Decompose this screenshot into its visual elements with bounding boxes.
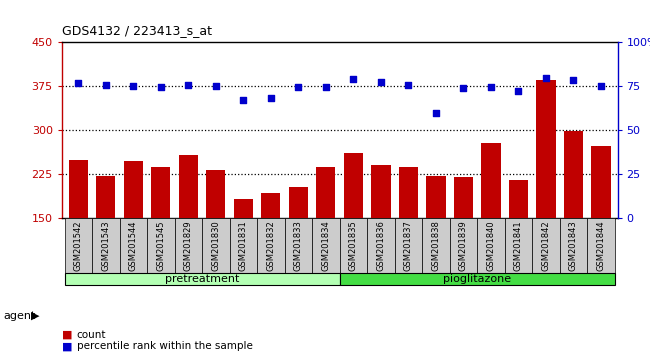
Text: GSM201543: GSM201543: [101, 220, 111, 271]
Point: [596, 83, 606, 88]
Point: [320, 84, 331, 90]
Bar: [399, 167, 418, 305]
Point: [568, 78, 578, 83]
Text: ■: ■: [62, 341, 72, 351]
Bar: [151, 167, 170, 305]
Text: GSM201843: GSM201843: [569, 220, 578, 271]
Point: [376, 79, 386, 85]
Bar: [96, 176, 116, 305]
FancyBboxPatch shape: [532, 218, 560, 273]
Bar: [481, 143, 500, 305]
FancyBboxPatch shape: [504, 218, 532, 273]
Point: [486, 84, 496, 90]
Bar: [206, 170, 226, 305]
Text: GSM201830: GSM201830: [211, 220, 220, 271]
Point: [403, 82, 413, 87]
Text: GSM201545: GSM201545: [156, 220, 165, 271]
FancyBboxPatch shape: [395, 218, 422, 273]
Bar: [261, 193, 280, 305]
Bar: [454, 177, 473, 305]
FancyBboxPatch shape: [312, 218, 339, 273]
Text: GSM201841: GSM201841: [514, 220, 523, 271]
FancyBboxPatch shape: [120, 218, 147, 273]
Bar: [69, 160, 88, 305]
Bar: [344, 154, 363, 305]
FancyBboxPatch shape: [257, 218, 285, 273]
Text: GSM201833: GSM201833: [294, 220, 303, 271]
Bar: [317, 167, 335, 305]
Bar: [426, 176, 445, 305]
Point: [238, 97, 248, 103]
FancyBboxPatch shape: [175, 218, 202, 273]
FancyBboxPatch shape: [339, 273, 615, 285]
Point: [183, 82, 194, 87]
Point: [514, 88, 524, 94]
Point: [211, 83, 221, 88]
Text: GSM201834: GSM201834: [321, 220, 330, 271]
FancyBboxPatch shape: [285, 218, 312, 273]
FancyBboxPatch shape: [64, 273, 339, 285]
Bar: [564, 131, 583, 305]
FancyBboxPatch shape: [202, 218, 229, 273]
Text: GSM201836: GSM201836: [376, 220, 385, 271]
Text: agent: agent: [3, 311, 36, 321]
Point: [73, 81, 83, 86]
Point: [431, 110, 441, 115]
Text: count: count: [77, 330, 106, 339]
FancyBboxPatch shape: [560, 218, 587, 273]
Bar: [592, 147, 610, 305]
Point: [155, 84, 166, 90]
FancyBboxPatch shape: [339, 218, 367, 273]
Point: [541, 75, 551, 80]
Text: pioglitazone: pioglitazone: [443, 274, 512, 284]
Text: GSM201831: GSM201831: [239, 220, 248, 271]
Text: GSM201844: GSM201844: [597, 220, 606, 271]
Point: [101, 82, 111, 87]
Bar: [124, 161, 143, 305]
Text: ■: ■: [62, 330, 72, 339]
FancyBboxPatch shape: [422, 218, 450, 273]
Bar: [509, 180, 528, 305]
Text: pretreatment: pretreatment: [165, 274, 239, 284]
Bar: [179, 155, 198, 305]
Bar: [536, 80, 556, 305]
Point: [266, 95, 276, 101]
FancyBboxPatch shape: [450, 218, 477, 273]
Point: [458, 85, 469, 91]
Text: GSM201837: GSM201837: [404, 220, 413, 271]
Point: [348, 76, 359, 81]
Point: [293, 85, 304, 90]
FancyBboxPatch shape: [64, 218, 92, 273]
Text: GSM201838: GSM201838: [432, 220, 441, 271]
Text: GSM201840: GSM201840: [486, 220, 495, 271]
Text: GSM201544: GSM201544: [129, 220, 138, 271]
FancyBboxPatch shape: [587, 218, 615, 273]
Bar: [371, 165, 391, 305]
FancyBboxPatch shape: [477, 218, 504, 273]
FancyBboxPatch shape: [92, 218, 120, 273]
FancyBboxPatch shape: [367, 218, 395, 273]
Text: percentile rank within the sample: percentile rank within the sample: [77, 341, 253, 351]
FancyBboxPatch shape: [147, 218, 175, 273]
Text: GDS4132 / 223413_s_at: GDS4132 / 223413_s_at: [62, 24, 212, 37]
Point: [128, 84, 138, 89]
Text: ▶: ▶: [31, 311, 40, 321]
Text: GSM201832: GSM201832: [266, 220, 276, 271]
Text: GSM201839: GSM201839: [459, 220, 468, 271]
Text: GSM201542: GSM201542: [73, 220, 83, 271]
Text: GSM201842: GSM201842: [541, 220, 551, 271]
Bar: [289, 187, 308, 305]
Text: GSM201829: GSM201829: [184, 220, 193, 271]
FancyBboxPatch shape: [229, 218, 257, 273]
Text: GSM201835: GSM201835: [349, 220, 358, 271]
Bar: [234, 199, 253, 305]
